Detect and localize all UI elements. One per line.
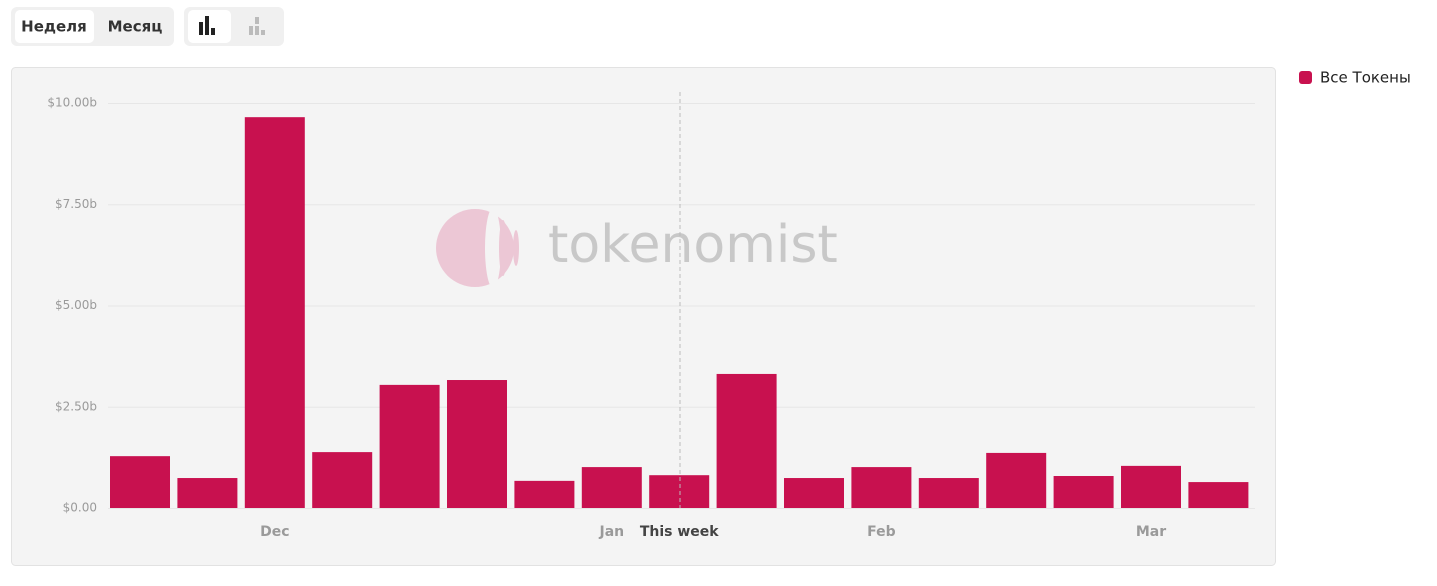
bar [716, 373, 777, 508]
bar [447, 380, 507, 508]
active-button-bg [15, 10, 94, 43]
chart-panel [11, 67, 1276, 566]
x-tick-label: This week [640, 524, 719, 540]
plot: $0.00 $2.50b $5.00b $7.50b $10.00b Dec Jan This… [47, 96, 1255, 540]
bar [986, 452, 1047, 508]
month-button[interactable]: Месяц [108, 18, 163, 36]
bar [851, 467, 912, 508]
x-tick-label: Jan [598, 524, 624, 540]
bar [649, 475, 710, 508]
watermark-logo [436, 208, 519, 288]
x-tick-label: Feb [867, 524, 896, 540]
bar [784, 478, 844, 508]
bar [177, 478, 238, 508]
y-tick-label: $7.50b [55, 197, 97, 211]
y-tick-label: $2.50b [55, 399, 97, 413]
stacked-icon[interactable] [249, 17, 265, 35]
bar [1188, 482, 1249, 508]
bar [379, 384, 440, 508]
week-button[interactable]: Неделя [21, 18, 87, 36]
x-tick-label: Dec [260, 524, 289, 540]
legend-label: Все Токены [1320, 69, 1411, 87]
y-tick-label: $10.00b [47, 96, 97, 110]
bar-chart-button[interactable] [188, 10, 231, 43]
x-tick-label: Mar [1136, 524, 1166, 540]
bar [244, 117, 305, 509]
legend-swatch [1299, 71, 1312, 84]
bar [312, 452, 373, 508]
y-tick-label: $0.00 [63, 501, 97, 515]
bar [1053, 476, 1114, 508]
bar [581, 467, 642, 508]
bar [1121, 465, 1181, 508]
legend: Все Токены [1299, 69, 1411, 87]
bar-icon [199, 16, 215, 35]
bar [514, 480, 575, 508]
y-tick-label: $5.00b [55, 298, 97, 312]
bar [110, 456, 170, 508]
watermark: tokenomist [548, 215, 838, 275]
bar [918, 478, 979, 508]
